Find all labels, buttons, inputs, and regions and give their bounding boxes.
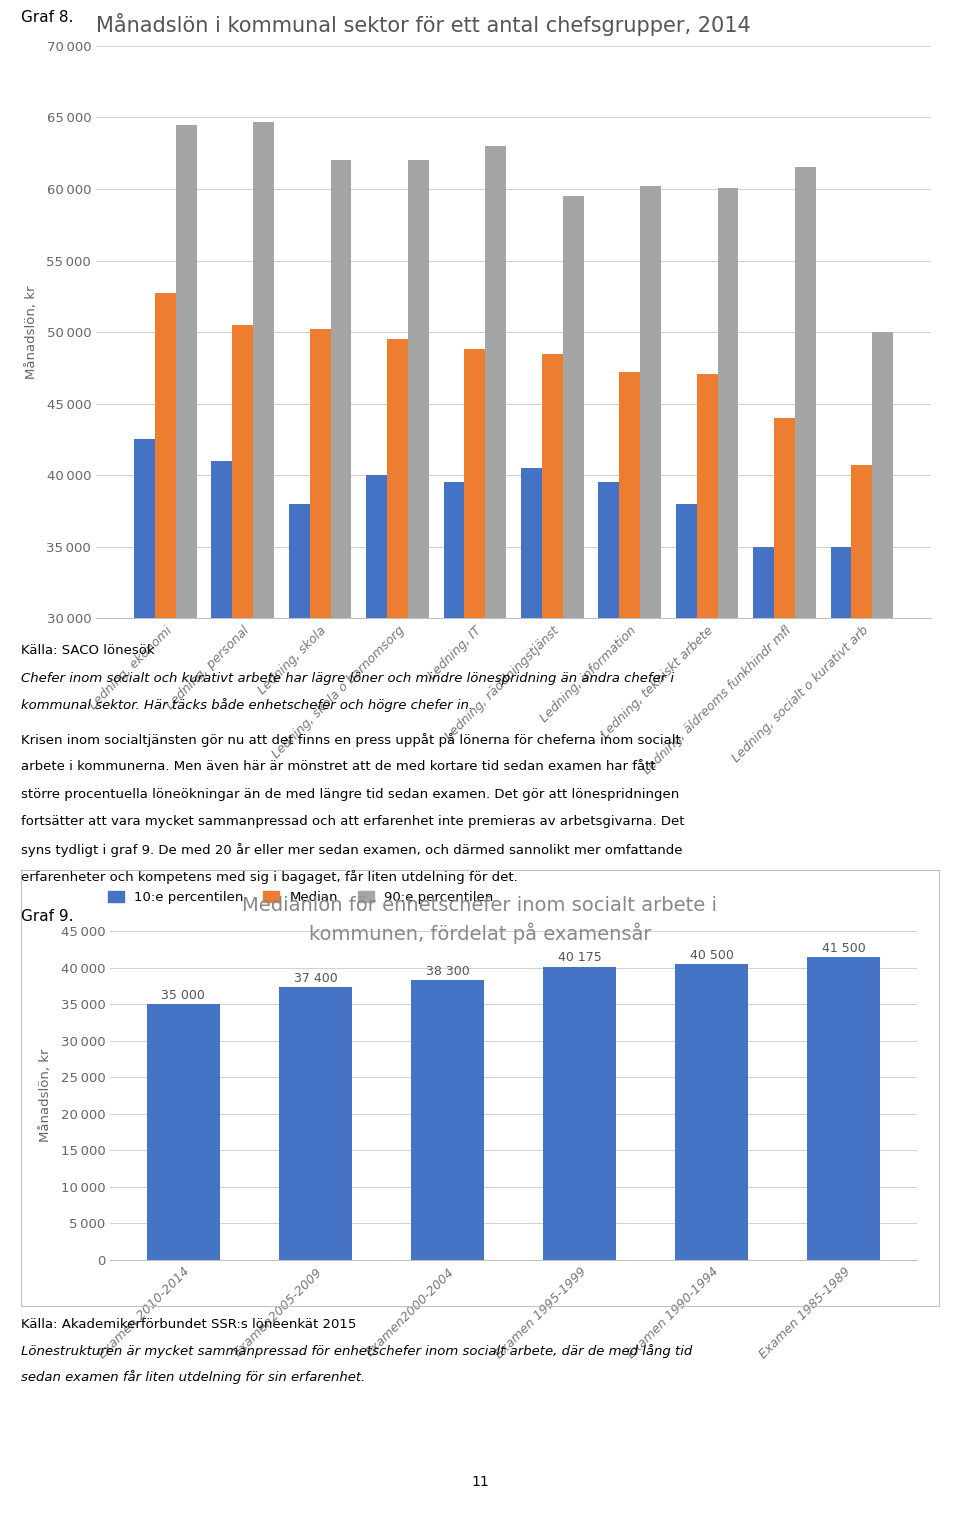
Bar (155, 293, 176, 1048)
Bar (774, 418, 795, 1048)
Bar (563, 195, 584, 1048)
Bar (598, 483, 619, 1048)
Text: Krisen inom socialtjänsten gör nu att det finns en press uppåt på lönerna för ch: Krisen inom socialtjänsten gör nu att de… (21, 733, 681, 747)
Text: fortsätter att vara mycket sammanpressad och att erfarenhet inte premieras av ar: fortsätter att vara mycket sammanpressad… (21, 815, 684, 829)
Text: kommunen, fördelat på examensår: kommunen, fördelat på examensår (309, 922, 651, 944)
Y-axis label: Månadslön, kr: Månadslön, kr (25, 286, 38, 379)
Text: Medianlön för enhetschefer inom socialt arbete i: Medianlön för enhetschefer inom socialt … (243, 896, 717, 915)
Text: Månadslön i kommunal sektor för ett antal chefsgrupper, 2014: Månadslön i kommunal sektor för ett anta… (96, 12, 751, 37)
Bar (619, 373, 640, 1048)
Bar (147, 1005, 220, 1260)
Text: 37 400: 37 400 (294, 971, 337, 985)
Bar (279, 986, 351, 1260)
Bar (676, 965, 748, 1260)
Bar (444, 483, 465, 1048)
Text: större procentuella löneökningar än de med längre tid sedan examen. Det gör att : större procentuella löneökningar än de m… (21, 788, 680, 802)
Text: Källa: SACO lönesök: Källa: SACO lönesök (21, 644, 155, 658)
Text: Källa: Akademikerförbundet SSR:s löneenkät 2015: Källa: Akademikerförbundet SSR:s löneenk… (21, 1318, 356, 1332)
Bar (366, 475, 387, 1048)
Text: Lönestrukturen är mycket sammanpressad för enhetschefer inom socialt arbete, där: Lönestrukturen är mycket sammanpressad f… (21, 1344, 692, 1358)
Bar (176, 125, 197, 1048)
Bar (411, 980, 484, 1260)
Text: Graf 9.: Graf 9. (21, 909, 74, 924)
Y-axis label: Månadslön, kr: Månadslön, kr (39, 1049, 53, 1142)
Text: syns tydligt i graf 9. De med 20 år eller mer sedan examen, och därmed sannolikt: syns tydligt i graf 9. De med 20 år elle… (21, 843, 683, 857)
Bar (387, 339, 408, 1048)
Bar (717, 188, 738, 1048)
Bar (134, 440, 155, 1048)
Bar (330, 160, 351, 1048)
Bar (486, 147, 506, 1048)
Text: 11: 11 (471, 1475, 489, 1489)
Bar (408, 160, 429, 1048)
Bar (541, 354, 563, 1048)
Bar (830, 547, 852, 1048)
Bar (807, 957, 880, 1260)
Bar (795, 168, 816, 1048)
Text: 41 500: 41 500 (822, 942, 866, 954)
Text: 40 500: 40 500 (690, 950, 733, 962)
Text: sedan examen får liten utdelning för sin erfarenhet.: sedan examen får liten utdelning för sin… (21, 1370, 366, 1383)
Bar (640, 186, 661, 1048)
Text: erfarenheter och kompetens med sig i bagaget, får liten utdelning för det.: erfarenheter och kompetens med sig i bag… (21, 870, 517, 884)
Bar (465, 350, 486, 1048)
Text: 35 000: 35 000 (161, 989, 205, 1002)
Bar (676, 504, 697, 1048)
Text: arbete i kommunerna. Men även här är mönstret att de med kortare tid sedan exame: arbete i kommunerna. Men även här är mön… (21, 760, 656, 774)
Bar (253, 122, 274, 1048)
Bar (754, 547, 774, 1048)
Bar (543, 967, 616, 1260)
Bar (289, 504, 310, 1048)
Bar (232, 325, 253, 1048)
Bar (521, 469, 541, 1048)
Text: Chefer inom socialt och kurativt arbete har lägre löner och mindre lönespridning: Chefer inom socialt och kurativt arbete … (21, 672, 674, 686)
Text: kommunal sektor. Här täcks både enhetschefer och högre chefer in.: kommunal sektor. Här täcks både enhetsch… (21, 698, 473, 712)
Text: 38 300: 38 300 (425, 965, 469, 979)
Bar (852, 466, 873, 1048)
Bar (310, 330, 330, 1048)
Text: 40 175: 40 175 (558, 951, 602, 965)
Legend: 10:e percentilen, Median, 90:e percentilen: 10:e percentilen, Median, 90:e percentil… (103, 886, 499, 910)
Text: Graf 8.: Graf 8. (21, 9, 74, 24)
Bar (211, 461, 232, 1048)
Bar (697, 374, 717, 1048)
Bar (873, 331, 893, 1048)
